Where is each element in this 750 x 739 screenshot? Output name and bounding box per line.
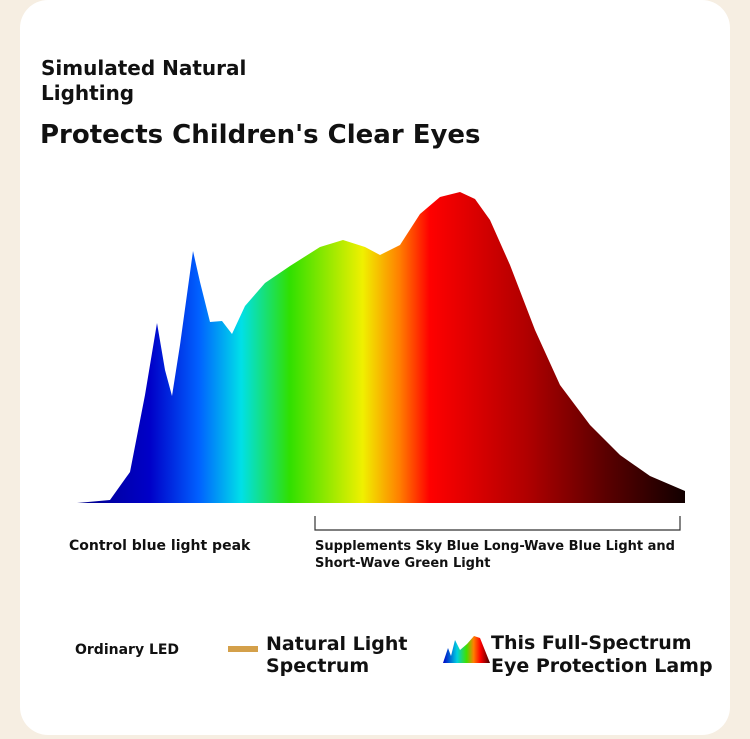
subtitle: Simulated Natural	[41, 56, 246, 80]
legend-label: Natural Light	[266, 633, 407, 655]
legend-icon	[443, 636, 490, 663]
legend-label: Spectrum	[266, 655, 369, 677]
annotation: Supplements Sky Blue Long-Wave Blue Ligh…	[315, 539, 675, 554]
annotation: Control blue light peak	[69, 538, 251, 554]
annotation: Short-Wave Green Light	[315, 556, 490, 571]
legend-label: Ordinary LED	[75, 642, 179, 658]
legend-label: Eye Protection Lamp	[491, 655, 713, 677]
bracket	[314, 516, 681, 531]
spectrum-curve	[77, 192, 685, 503]
legend-swatch	[228, 646, 258, 652]
legend-label: This Full-Spectrum	[491, 632, 692, 654]
subtitle: Lighting	[41, 81, 134, 105]
title: Protects Children's Clear Eyes	[40, 120, 481, 150]
